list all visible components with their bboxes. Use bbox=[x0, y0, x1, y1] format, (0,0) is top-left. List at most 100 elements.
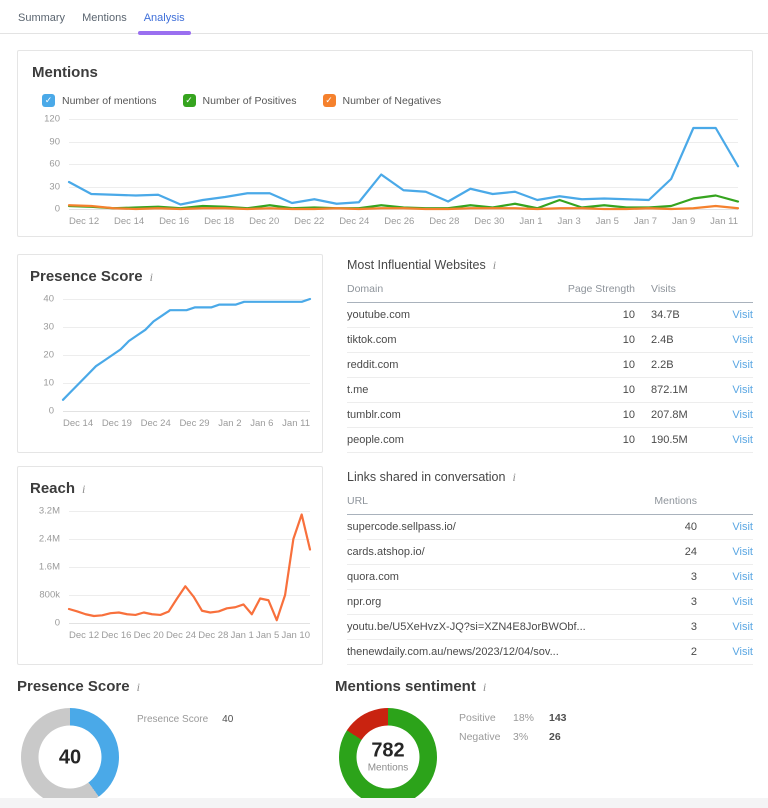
series-line-reach bbox=[69, 515, 310, 621]
row-presence-websites: Presence Score i 40 30 20 10 0 Dec 14 Dec 19 De… bbox=[17, 254, 753, 453]
presence-donut-center: 40 bbox=[38, 725, 102, 789]
x-tick-label: Dec 22 bbox=[294, 216, 325, 227]
x-tick-label: Jan 5 bbox=[256, 630, 280, 641]
tab-mentions[interactable]: Mentions bbox=[82, 12, 127, 24]
legend-checkbox-icon[interactable]: ✓ bbox=[322, 94, 336, 107]
row-donuts: Presence Score i 40 Presence Score 40 bbox=[17, 678, 753, 806]
sentiment-negative-percent: 3% bbox=[513, 731, 529, 743]
mentions-card: Mentions ✓ Number of mentions ✓ Number of P… bbox=[17, 50, 753, 237]
gridline bbox=[63, 327, 310, 328]
visit-link[interactable]: Visit bbox=[732, 359, 753, 371]
legend-checkbox-icon[interactable]: ✓ bbox=[42, 94, 55, 107]
domain-cell: youtube.com bbox=[347, 309, 410, 321]
reach-chart: 3.2M 2.4M 1.6M 800k 0 Dec 12 Dec 16 Dec 20 Dec … bbox=[30, 506, 310, 641]
presence-gauge-title: Presence Score i bbox=[17, 678, 335, 695]
table-row: tumblr.com 10 207.8M Visit bbox=[347, 403, 753, 428]
presence-gauge-legend-value: 40 bbox=[222, 714, 234, 725]
url-cell: thenewdaily.com.au/news/2023/12/04/sov..… bbox=[347, 646, 559, 658]
active-tab-underline bbox=[137, 31, 191, 35]
x-tick-label: Dec 14 bbox=[63, 418, 94, 429]
column-header: Page Strength bbox=[567, 283, 635, 295]
action-cell: Visit bbox=[709, 384, 753, 396]
x-tick-label: Jan 9 bbox=[672, 216, 696, 227]
visit-link[interactable]: Visit bbox=[732, 596, 753, 608]
x-tick-label: Dec 30 bbox=[474, 216, 505, 227]
x-tick-label: Dec 28 bbox=[429, 216, 460, 227]
links-shared-panel: Links shared in conversation i URL Mention… bbox=[347, 466, 753, 665]
y-tick-label: 120 bbox=[44, 113, 60, 125]
gridline bbox=[69, 623, 310, 624]
influential-websites-table: Domain Page Strength Visits youtube.com 10 34… bbox=[347, 283, 753, 453]
legend-item-label: Number of mentions bbox=[62, 94, 157, 107]
domain-cell: tumblr.com bbox=[347, 409, 401, 421]
gridline bbox=[69, 539, 310, 540]
info-icon[interactable]: i bbox=[482, 680, 487, 694]
legend-item-label: Number of Negatives bbox=[342, 94, 442, 107]
info-icon[interactable]: i bbox=[492, 258, 497, 272]
x-tick-label: Dec 28 bbox=[198, 630, 229, 641]
series-line-number-of-positives bbox=[69, 196, 738, 209]
mentions-x-axis: Dec 12 Dec 14 Dec 16 Dec 18 Dec 20 Dec 22 Dec … bbox=[69, 216, 738, 227]
gridline bbox=[63, 355, 310, 356]
visit-link[interactable]: Visit bbox=[732, 384, 753, 396]
info-icon[interactable]: i bbox=[149, 270, 153, 284]
visit-link[interactable]: Visit bbox=[732, 521, 753, 533]
sentiment-title: Mentions sentiment i bbox=[335, 678, 753, 695]
tab-summary[interactable]: Summary bbox=[18, 12, 66, 24]
presence-score-donut: 40 bbox=[21, 708, 119, 806]
info-icon[interactable]: i bbox=[512, 470, 516, 484]
presence-y-axis: 40 30 20 10 0 bbox=[30, 294, 63, 417]
tab-analysis[interactable]: Analysis bbox=[137, 12, 191, 35]
visit-link[interactable]: Visit bbox=[732, 621, 753, 633]
row-reach-links: Reach i 3.2M 2.4M 1.6M 800k 0 Dec 12 Dec 16 Dec… bbox=[17, 466, 753, 665]
action-cell: Visit bbox=[709, 409, 753, 421]
mentions-count-cell: 2 bbox=[690, 646, 697, 658]
visit-link[interactable]: Visit bbox=[732, 571, 753, 583]
visit-link[interactable]: Visit bbox=[732, 546, 753, 558]
visit-link[interactable]: Visit bbox=[732, 434, 753, 446]
x-tick-label: Dec 20 bbox=[133, 630, 164, 641]
action-cell: Visit bbox=[709, 334, 753, 346]
sentiment-legend-positive: Positive 18% 143 bbox=[459, 712, 567, 724]
url-cell: quora.com bbox=[347, 571, 399, 583]
legend-item[interactable]: ✓ Number of Positives bbox=[182, 94, 297, 107]
sentiment-legend: Positive 18% 143 Negative 3% 26 bbox=[459, 712, 567, 750]
visits-cell: 207.8M bbox=[651, 409, 688, 421]
gridline bbox=[69, 186, 738, 188]
column-header: URL bbox=[347, 495, 369, 507]
y-tick-label: 2.4M bbox=[38, 533, 60, 545]
info-icon[interactable]: i bbox=[82, 482, 86, 496]
table-row: reddit.com 10 2.2B Visit bbox=[347, 353, 753, 378]
y-tick-label: 20 bbox=[43, 349, 54, 361]
table-row: t.me 10 872.1M Visit bbox=[347, 378, 753, 403]
legend-item[interactable]: ✓ Number of mentions bbox=[42, 94, 157, 107]
domain-cell: tiktok.com bbox=[347, 334, 397, 346]
series-line-number-of-negatives bbox=[69, 205, 738, 209]
reach-card-title-text: Reach bbox=[30, 480, 76, 497]
visits-cell: 872.1M bbox=[651, 384, 688, 396]
url-cell: cards.atshop.io/ bbox=[347, 546, 425, 558]
visit-link[interactable]: Visit bbox=[732, 309, 753, 321]
mentions-chart: 120 90 60 30 0 Dec 12 Dec 14 Dec 16 Dec 18 Dec 2… bbox=[32, 114, 738, 227]
action-cell: Visit bbox=[709, 646, 753, 658]
action-cell: Visit bbox=[709, 521, 753, 533]
y-tick-label: 60 bbox=[49, 158, 60, 170]
y-tick-label: 1.6M bbox=[38, 561, 60, 573]
y-tick-label: 10 bbox=[43, 377, 54, 389]
legend-checkbox-icon[interactable]: ✓ bbox=[182, 94, 196, 107]
links-shared-title-text: Links shared in conversation bbox=[347, 470, 506, 484]
gridline bbox=[69, 141, 738, 143]
sentiment-donut: 782 Mentions bbox=[339, 708, 437, 806]
x-tick-label: Jan 1 bbox=[230, 630, 254, 641]
legend-item[interactable]: ✓ Number of Negatives bbox=[322, 94, 442, 107]
presence-gauge-legend-label: Presence Score bbox=[137, 714, 209, 725]
presence-gauge-section: Presence Score i 40 Presence Score 40 bbox=[17, 678, 335, 806]
column-header: Mentions bbox=[654, 495, 697, 507]
x-tick-label: Dec 24 bbox=[339, 216, 370, 227]
info-icon[interactable]: i bbox=[136, 680, 140, 694]
visit-link[interactable]: Visit bbox=[732, 334, 753, 346]
visit-link[interactable]: Visit bbox=[732, 646, 753, 658]
gridline bbox=[69, 595, 310, 596]
visit-link[interactable]: Visit bbox=[732, 409, 753, 421]
url-cell: supercode.sellpass.io/ bbox=[347, 521, 456, 533]
